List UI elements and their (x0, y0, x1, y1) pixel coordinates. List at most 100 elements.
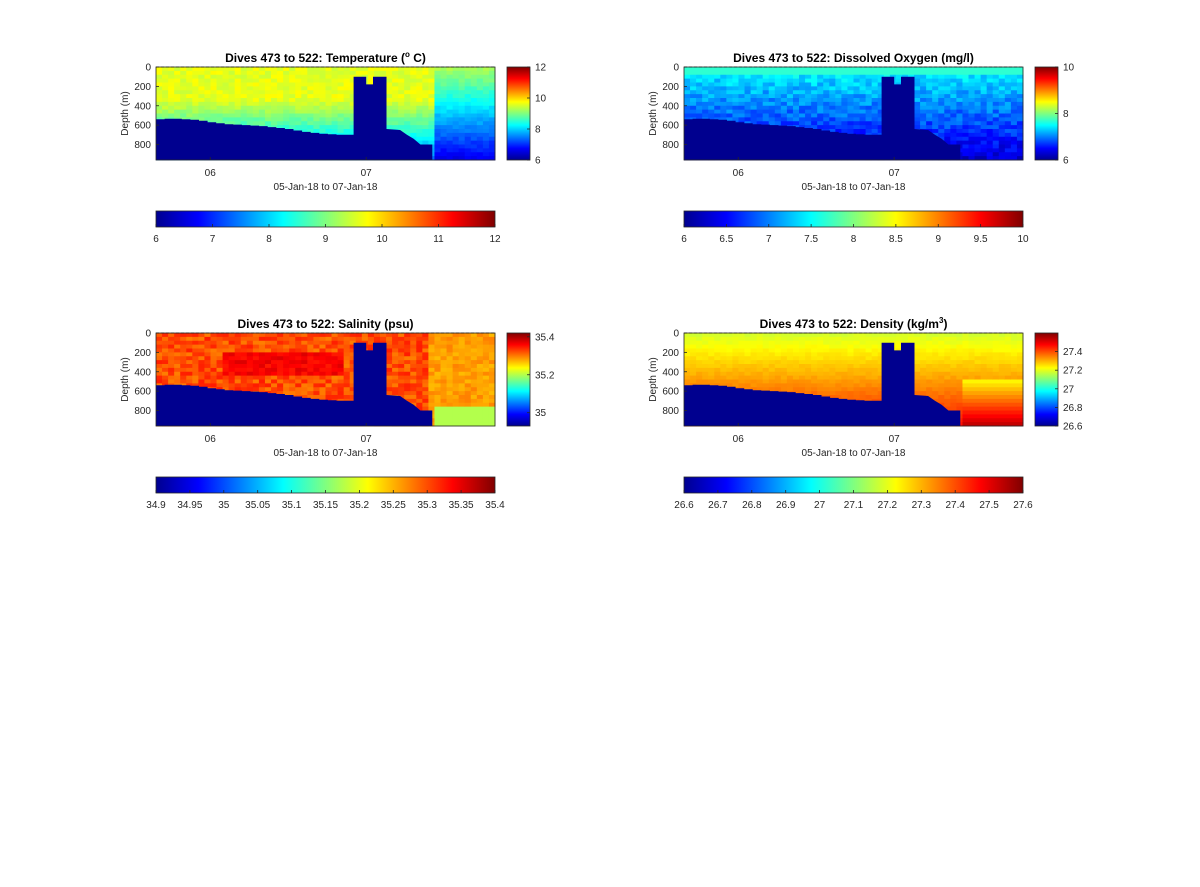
heatmap-cell (301, 70, 308, 76)
heatmap-cell (732, 383, 739, 388)
heatmap-cell (252, 90, 260, 95)
heatmap-cell (992, 82, 1000, 87)
heatmap-cell (428, 101, 435, 107)
heatmap-cell (192, 348, 199, 353)
heatmap-cell (277, 333, 284, 338)
heatmap-cell (410, 379, 417, 384)
heatmap-cell (720, 70, 727, 76)
heatmap-cell (301, 67, 308, 72)
heatmap-cell (343, 391, 351, 396)
heatmap-cell (762, 121, 770, 126)
heatmap-cell (246, 94, 254, 99)
heatmap-cell (325, 67, 332, 72)
heatmap-cell (156, 82, 163, 87)
heatmap-cell (865, 371, 873, 377)
heatmap-cell (944, 94, 951, 99)
heatmap-cell (684, 367, 691, 373)
heatmap-cell (307, 90, 314, 95)
heatmap-cell (835, 113, 842, 118)
heatmap-cell (799, 352, 806, 357)
heatmap-cell (968, 152, 975, 157)
heatmap-cell (859, 356, 866, 361)
heatmap-cell (325, 395, 332, 400)
heatmap-cell (295, 352, 302, 357)
heatmap-cell (434, 121, 441, 126)
heatmap-cell (482, 352, 490, 357)
heatmap-cell (319, 371, 326, 377)
heatmap-cell (343, 371, 351, 377)
heatmap-cell (488, 86, 496, 91)
heatmap-cell (799, 336, 806, 342)
heatmap-cell (446, 418, 454, 423)
heatmap-cell (301, 109, 308, 114)
heatmap-cell (877, 70, 885, 76)
heatmap-cell (325, 98, 332, 103)
heatmap-cell (289, 70, 296, 76)
heatmap-cell (210, 336, 217, 342)
heatmap-cell (210, 82, 217, 87)
heatmap-cell (252, 375, 260, 380)
heatmap-cell (968, 117, 975, 122)
heatmap-cell (914, 125, 921, 130)
heatmap-cell (398, 117, 405, 122)
heatmap-cell (343, 379, 351, 384)
heatmap-cell (283, 387, 290, 392)
heatmap-cell (1004, 94, 1012, 99)
heatmap-cell (404, 391, 411, 396)
heatmap-cell (482, 98, 490, 103)
heatmap-cell (283, 364, 290, 369)
heatmap-cell (841, 383, 848, 388)
heatmap-cell (865, 360, 873, 365)
heatmap-cell (313, 125, 320, 130)
heatmap-cell (349, 101, 357, 107)
heatmap-cell (428, 391, 435, 396)
heatmap-cell (962, 125, 969, 130)
heatmap-cell (805, 78, 812, 83)
heatmap-cell (343, 117, 351, 122)
heatmap-cell (932, 98, 939, 103)
heatmap-cell (452, 90, 460, 95)
heatmap-cell (422, 136, 429, 142)
heatmap-cell (756, 86, 764, 91)
heatmap-cell (313, 383, 320, 388)
heatmap-cell (186, 333, 193, 338)
heatmap-cell (998, 113, 1006, 118)
heatmap-cell (301, 98, 308, 103)
heatmap-cell (258, 82, 266, 87)
heatmap-cell (361, 336, 369, 342)
heatmap-cell (482, 336, 490, 342)
heatmap-cell (950, 129, 957, 134)
heatmap-cell (204, 113, 211, 118)
heatmap-cell (204, 86, 211, 91)
heatmap-cell (216, 356, 223, 361)
heatmap-cell (859, 129, 866, 134)
heatmap-cell (847, 105, 854, 111)
heatmap-cell (398, 379, 405, 384)
heatmap-cell (295, 379, 302, 384)
heatmap-cell (349, 74, 357, 80)
heatmap-cell (434, 101, 441, 107)
heatmap-cell (726, 360, 733, 365)
heatmap-cell (823, 383, 830, 388)
heatmap-cell (222, 67, 230, 72)
heatmap-cell (829, 344, 836, 349)
heatmap-cell (162, 360, 169, 365)
x-tick-label: 07 (361, 434, 373, 445)
heatmap-cell (216, 375, 223, 380)
heatmap-cell (325, 336, 332, 342)
heatmap-cell (714, 74, 721, 80)
heatmap-cell (325, 340, 332, 346)
heatmap-cell (476, 348, 484, 353)
heatmap-cell (271, 67, 278, 72)
heatmap-cell (738, 348, 745, 353)
heatmap-cell (452, 113, 460, 118)
heatmap-cell (768, 86, 776, 91)
heatmap-cell (974, 117, 982, 122)
heatmap-cell (246, 67, 254, 72)
heatmap-cell (428, 82, 435, 87)
heatmap-cell (992, 121, 1000, 126)
heatmap-cell (841, 395, 848, 400)
heatmap-cell (392, 360, 399, 365)
heatmap-cell (192, 70, 199, 76)
heatmap-cell (440, 105, 447, 111)
